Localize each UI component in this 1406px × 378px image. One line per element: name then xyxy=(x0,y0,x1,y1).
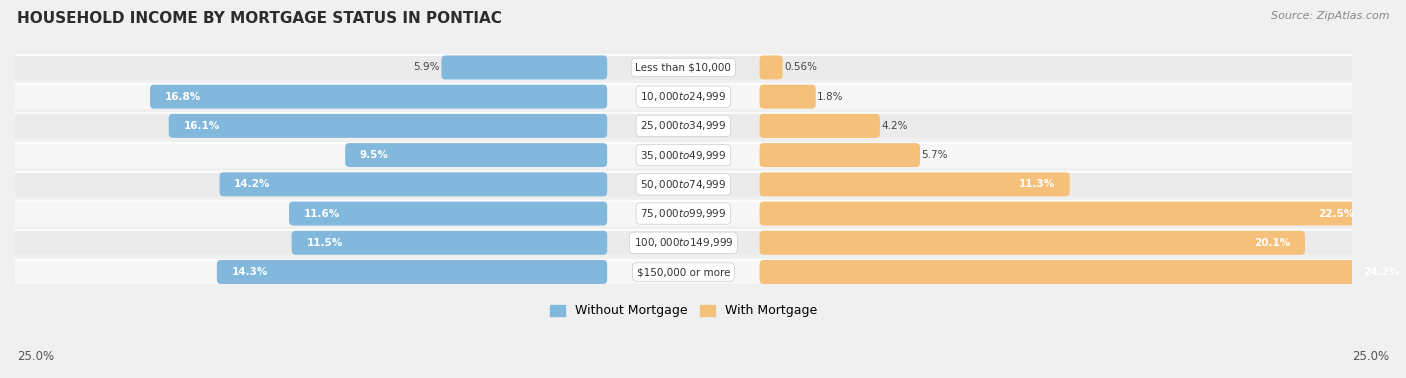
FancyBboxPatch shape xyxy=(759,114,880,138)
FancyBboxPatch shape xyxy=(169,114,607,138)
Text: 16.1%: 16.1% xyxy=(183,121,219,131)
Text: $75,000 to $99,999: $75,000 to $99,999 xyxy=(640,207,727,220)
Bar xyxy=(15,201,1351,226)
Bar xyxy=(15,230,1351,255)
Text: 11.5%: 11.5% xyxy=(307,238,343,248)
Text: Source: ZipAtlas.com: Source: ZipAtlas.com xyxy=(1271,11,1389,21)
Text: 4.2%: 4.2% xyxy=(882,121,908,131)
FancyBboxPatch shape xyxy=(759,260,1406,284)
FancyBboxPatch shape xyxy=(759,172,1070,196)
Text: 9.5%: 9.5% xyxy=(360,150,389,160)
FancyBboxPatch shape xyxy=(759,201,1369,226)
FancyBboxPatch shape xyxy=(441,56,607,79)
Bar xyxy=(15,143,1351,167)
Text: 11.3%: 11.3% xyxy=(1019,179,1054,189)
FancyBboxPatch shape xyxy=(759,143,920,167)
Bar xyxy=(15,113,1351,138)
FancyBboxPatch shape xyxy=(759,231,1305,255)
FancyBboxPatch shape xyxy=(759,56,783,79)
Text: 22.5%: 22.5% xyxy=(1319,209,1354,218)
Text: $25,000 to $34,999: $25,000 to $34,999 xyxy=(640,119,727,132)
Text: $35,000 to $49,999: $35,000 to $49,999 xyxy=(640,149,727,162)
Text: 20.1%: 20.1% xyxy=(1254,238,1291,248)
FancyBboxPatch shape xyxy=(759,85,815,108)
Text: 25.0%: 25.0% xyxy=(1353,350,1389,363)
Text: 11.6%: 11.6% xyxy=(304,209,340,218)
Text: 5.9%: 5.9% xyxy=(413,62,440,73)
Legend: Without Mortgage, With Mortgage: Without Mortgage, With Mortgage xyxy=(544,299,823,322)
Text: 0.56%: 0.56% xyxy=(785,62,817,73)
Text: $150,000 or more: $150,000 or more xyxy=(637,267,730,277)
Text: $10,000 to $24,999: $10,000 to $24,999 xyxy=(640,90,727,103)
Text: 24.2%: 24.2% xyxy=(1364,267,1400,277)
FancyBboxPatch shape xyxy=(346,143,607,167)
Text: $100,000 to $149,999: $100,000 to $149,999 xyxy=(634,236,733,249)
FancyBboxPatch shape xyxy=(219,172,607,196)
Text: 14.3%: 14.3% xyxy=(232,267,269,277)
Text: 5.7%: 5.7% xyxy=(921,150,948,160)
Text: 14.2%: 14.2% xyxy=(235,179,270,189)
Bar xyxy=(15,260,1351,284)
Text: 1.8%: 1.8% xyxy=(817,91,844,102)
Text: 16.8%: 16.8% xyxy=(165,91,201,102)
FancyBboxPatch shape xyxy=(150,85,607,108)
Bar xyxy=(15,55,1351,80)
Text: 25.0%: 25.0% xyxy=(17,350,53,363)
FancyBboxPatch shape xyxy=(217,260,607,284)
Bar xyxy=(15,172,1351,197)
Text: $50,000 to $74,999: $50,000 to $74,999 xyxy=(640,178,727,191)
Text: HOUSEHOLD INCOME BY MORTGAGE STATUS IN PONTIAC: HOUSEHOLD INCOME BY MORTGAGE STATUS IN P… xyxy=(17,11,502,26)
FancyBboxPatch shape xyxy=(290,201,607,226)
Bar xyxy=(15,84,1351,109)
Text: Less than $10,000: Less than $10,000 xyxy=(636,62,731,73)
FancyBboxPatch shape xyxy=(291,231,607,255)
